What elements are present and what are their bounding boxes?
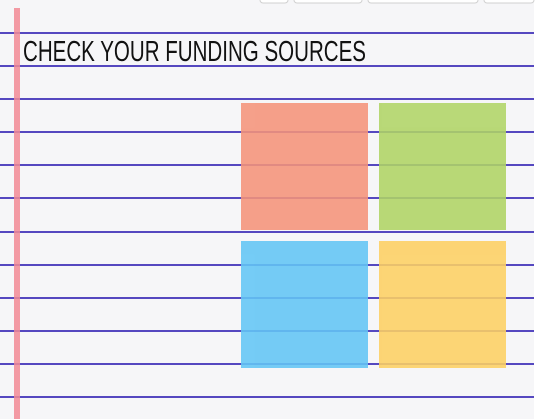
tile-green[interactable] — [379, 103, 506, 230]
toolbar-button[interactable] — [293, 0, 363, 4]
tile-yellow[interactable] — [379, 241, 506, 368]
tiles — [241, 103, 506, 368]
margin-line — [14, 8, 20, 419]
tile-blue[interactable] — [241, 241, 368, 368]
toolbar-button[interactable] — [367, 0, 479, 4]
tile-salmon[interactable] — [241, 103, 368, 230]
toolbar-button[interactable] — [259, 0, 289, 4]
toolbar — [259, 0, 535, 4]
title: CHECK YOUR FUNDING SOURCES — [23, 36, 366, 68]
right-edge — [534, 0, 543, 419]
toolbar-button[interactable] — [483, 0, 535, 4]
